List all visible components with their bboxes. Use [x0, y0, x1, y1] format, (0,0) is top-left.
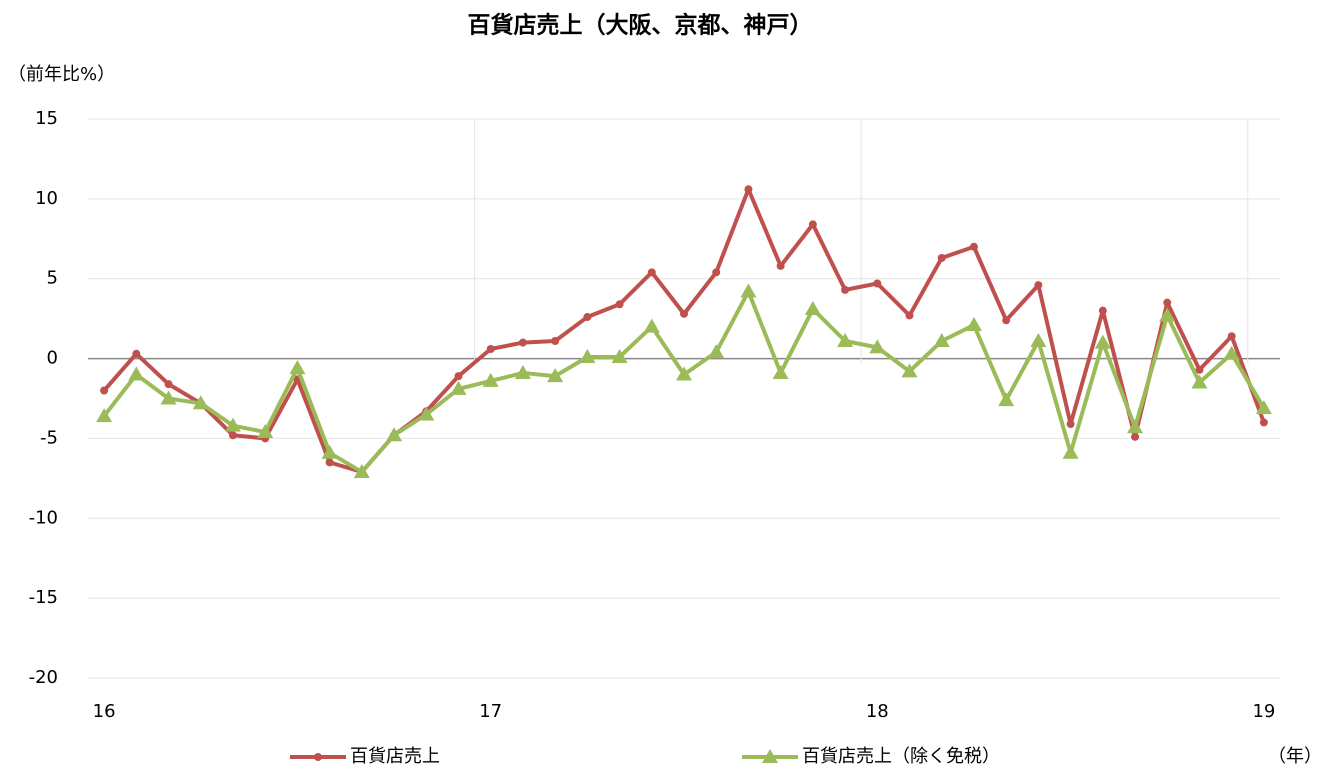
- point-marker: [998, 392, 1015, 407]
- point-marker: [518, 338, 527, 347]
- point-marker: [164, 380, 173, 389]
- x-tick-label: 19: [1252, 701, 1275, 722]
- point-marker: [325, 458, 334, 467]
- point-marker: [680, 309, 688, 318]
- y-tick-label: -15: [29, 587, 58, 608]
- y-tick-label: 0: [47, 348, 58, 369]
- series-line: [102, 187, 1266, 474]
- point-marker: [712, 268, 721, 277]
- point-marker: [740, 283, 757, 298]
- point-marker: [1191, 374, 1208, 389]
- point-marker: [1098, 306, 1107, 315]
- point-marker: [804, 301, 821, 316]
- point-marker: [708, 344, 725, 359]
- chart-title: 百貨店売上（大阪、京都、神戸）: [468, 12, 813, 39]
- point-marker: [224, 417, 241, 432]
- point-marker: [1034, 281, 1043, 290]
- point-marker: [128, 366, 145, 381]
- point-marker: [547, 368, 564, 383]
- point-marker: [482, 372, 499, 387]
- point-marker: [1127, 419, 1144, 434]
- point-marker: [1002, 316, 1011, 325]
- point-marker: [869, 339, 886, 354]
- point-marker: [257, 424, 274, 439]
- point-marker: [772, 364, 789, 379]
- y-tick-label: 5: [47, 268, 58, 289]
- x-tick-label: 17: [479, 701, 502, 722]
- point-marker: [643, 318, 660, 333]
- point-marker: [965, 317, 982, 332]
- point-marker: [1163, 298, 1172, 307]
- point-marker: [611, 348, 628, 363]
- point-marker: [1195, 365, 1204, 374]
- point-marker: [353, 463, 370, 478]
- point-marker: [289, 360, 306, 375]
- y-tick-label: 15: [35, 108, 58, 129]
- point-marker: [418, 406, 435, 421]
- point-marker: [1030, 333, 1047, 348]
- point-marker: [579, 348, 596, 363]
- x-axis-label: （年）: [1268, 746, 1322, 767]
- x-tick-label: 18: [866, 701, 889, 722]
- point-marker: [901, 363, 918, 378]
- y-tick-label: -5: [40, 427, 58, 448]
- point-marker: [192, 395, 209, 410]
- point-marker: [1062, 444, 1079, 459]
- point-marker: [1255, 400, 1272, 415]
- point-marker: [1223, 345, 1240, 360]
- point-marker: [615, 300, 624, 309]
- point-marker: [873, 279, 882, 288]
- point-marker: [1159, 307, 1176, 322]
- y-tick-label: -20: [29, 667, 58, 688]
- point-marker: [551, 337, 560, 346]
- point-marker: [321, 444, 338, 459]
- point-marker: [486, 344, 495, 353]
- point-marker: [450, 380, 467, 395]
- point-marker: [1066, 420, 1075, 429]
- legend-marker: [314, 753, 322, 761]
- point-marker: [386, 427, 403, 442]
- series-line: [102, 289, 1266, 474]
- y-tick-label: -10: [29, 507, 58, 528]
- point-marker: [905, 311, 914, 320]
- point-marker: [676, 366, 692, 381]
- point-marker: [647, 268, 656, 277]
- legend-label: 百貨店売上: [350, 746, 440, 767]
- x-tick-label: 16: [93, 701, 116, 722]
- point-marker: [1227, 332, 1236, 341]
- point-marker: [160, 390, 177, 405]
- point-marker: [744, 185, 753, 194]
- y-tick-label: 10: [35, 188, 58, 209]
- point-marker: [776, 261, 785, 270]
- point-marker: [837, 333, 854, 348]
- point-marker: [841, 285, 850, 294]
- point-marker: [1094, 334, 1111, 349]
- point-marker: [583, 313, 592, 322]
- legend-marker: [762, 749, 778, 763]
- point-marker: [514, 364, 531, 379]
- legend-label: 百貨店売上（除く免税）: [802, 746, 1000, 767]
- y-axis-label: （前年比%）: [8, 64, 115, 85]
- point-marker: [1131, 432, 1140, 441]
- point-marker: [937, 253, 946, 262]
- point-marker: [969, 242, 978, 251]
- point-marker: [933, 333, 950, 348]
- point-marker: [454, 372, 463, 381]
- point-marker: [132, 349, 141, 358]
- point-marker: [808, 220, 817, 229]
- point-marker: [1259, 418, 1268, 427]
- point-marker: [100, 386, 109, 395]
- point-marker: [228, 431, 237, 440]
- point-marker: [96, 408, 113, 423]
